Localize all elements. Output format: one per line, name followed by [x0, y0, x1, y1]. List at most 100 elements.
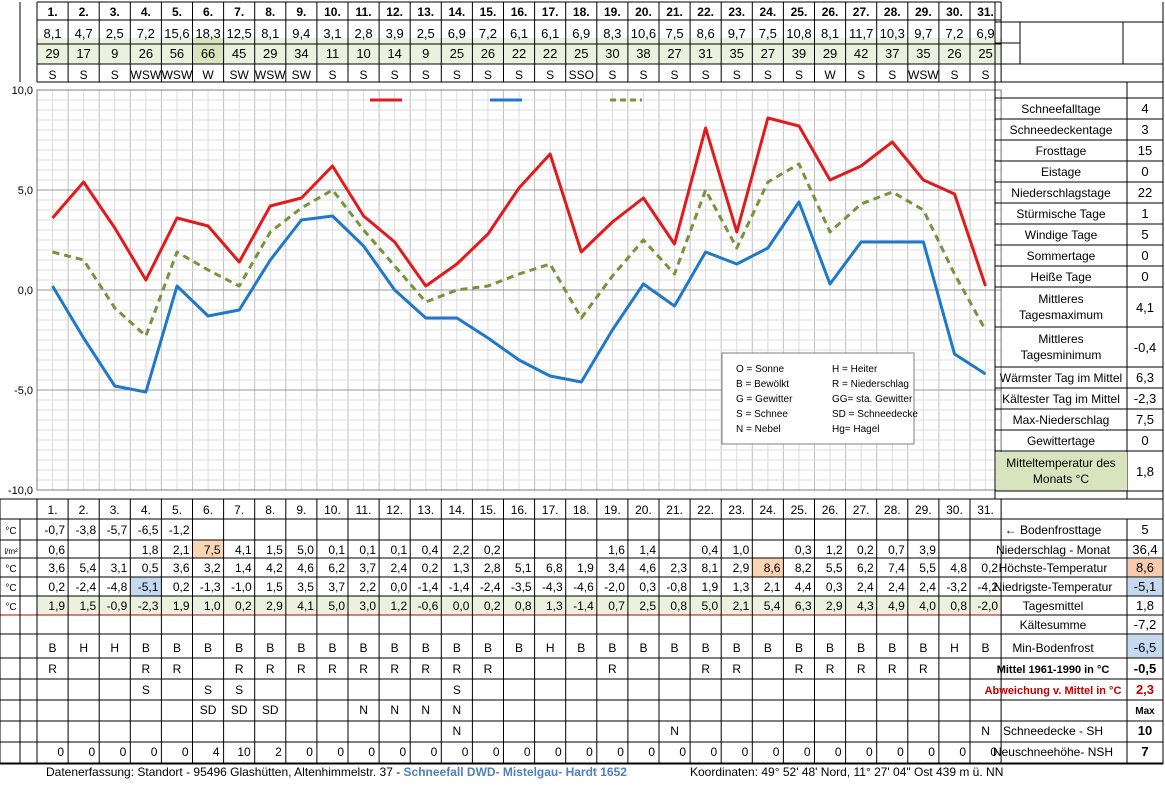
table-cell-hoechste: 7,4: [888, 561, 905, 575]
weather-symbol: B: [577, 641, 585, 655]
wind-day-number: 1.: [48, 5, 58, 19]
summary-value: 2,3: [1136, 682, 1154, 697]
wind-speed-ms: 12,5: [226, 26, 251, 41]
weather-symbol: H: [546, 641, 555, 655]
wind-direction: S: [888, 68, 896, 82]
stats-value: 4,1: [1136, 300, 1154, 315]
table-cell-hoechste: 4,6: [639, 561, 656, 575]
symbol-legend-right: R = Niederschlag: [832, 379, 909, 390]
wind-day-number: 19.: [604, 5, 621, 19]
summary-value: -6,5: [1134, 640, 1156, 655]
wind-speed-kmh: 45: [232, 46, 246, 61]
stats-value: 1: [1141, 206, 1148, 221]
wind-direction: S: [608, 68, 616, 82]
table-cell-niederschlag: 0,1: [359, 543, 376, 557]
table-cell-niedrigste: 3,5: [297, 580, 314, 594]
table-cell-hoechste: 2,8: [484, 561, 501, 575]
stats-value: 5: [1141, 227, 1148, 242]
wind-direction: S: [111, 68, 119, 82]
wind-speed-ms: 2,8: [355, 26, 373, 41]
weather-symbol: R: [235, 662, 244, 676]
table-cell-niederschlag: 0,1: [391, 543, 408, 557]
weather-symbol: B: [826, 641, 834, 655]
wind-direction: SSO: [569, 68, 594, 82]
weather-symbol: N: [670, 724, 679, 738]
y-tick-label: -10,0: [8, 485, 33, 497]
table-cell-hoechste: 3,4: [608, 561, 625, 575]
table-cell-niedrigste: 0,2: [173, 580, 190, 594]
wind-day-number: 13.: [417, 5, 434, 19]
table-day-number: 21.: [666, 503, 683, 517]
table-cell-hoechste: 3,1: [111, 561, 128, 575]
table-cell-niedrigste: -1,4: [418, 580, 439, 594]
summary-value: -5,1: [1134, 579, 1156, 594]
weather-symbol: B: [888, 641, 896, 655]
table-cell-hoechste: 8,6: [764, 561, 781, 575]
wind-speed-ms: 10,3: [880, 26, 905, 41]
table-cell-niedrigste: -4,3: [542, 580, 563, 594]
table-cell-niederschlag: 2,1: [173, 543, 190, 557]
weather-symbol: R: [266, 662, 275, 676]
table-day-number: 24.: [760, 503, 777, 517]
weather-symbol: R: [453, 662, 462, 676]
snow-depth: 0: [120, 745, 127, 759]
table-cell-hoechste: 0,2: [422, 561, 439, 575]
wind-day-number: 27.: [853, 5, 870, 19]
weather-symbol: R: [826, 662, 835, 676]
footer-location: Datenerfassung: Standort - 95496 Glashüt…: [46, 765, 627, 779]
table-cell-niedrigste: -4,8: [107, 580, 128, 594]
wind-direction: S: [484, 68, 492, 82]
table-cell-niedrigste: 2,1: [764, 580, 781, 594]
snow-depth: 0: [742, 745, 749, 759]
snow-depth: 0: [431, 745, 438, 759]
wind-direction: WSW: [255, 68, 286, 82]
wind-speed-ms: 6,1: [541, 26, 559, 41]
weather-symbol: B: [49, 641, 57, 655]
table-cell-niedrigste: 0,2: [48, 580, 65, 594]
table-cell-mittel: 4,3: [857, 599, 874, 613]
summary-label: Min-Bodenfrost: [1012, 641, 1094, 655]
table-cell-hoechste: 8,2: [795, 561, 812, 575]
max-rain-cell-bg: [192, 540, 224, 558]
table-cell-hoechste: 3,6: [48, 561, 65, 575]
table-cell-hoechste: 3,6: [173, 561, 190, 575]
snow-depth: 0: [866, 745, 873, 759]
stats-label: Niederschlagstage: [1011, 186, 1111, 200]
table-cell-mittel: 4,0: [919, 599, 936, 613]
table-cell-hoechste: 2,3: [670, 561, 687, 575]
snow-depth: 0: [493, 745, 500, 759]
stats-value: -2,3: [1134, 391, 1156, 406]
wind-speed-kmh: 30: [605, 46, 619, 61]
weather-symbol: N: [453, 724, 462, 738]
stats-label: Sommertage: [1027, 249, 1096, 263]
wind-day-number: 20.: [635, 5, 652, 19]
wind-speed-ms: 8,3: [603, 26, 621, 41]
weather-symbol: B: [235, 641, 243, 655]
summary-value: 10: [1138, 723, 1152, 738]
stats-label: Gewittertage: [1027, 434, 1095, 448]
weather-symbol: H: [110, 641, 119, 655]
wind-speed-kmh: 25: [978, 46, 992, 61]
stats-label: Frosttage: [1036, 144, 1087, 158]
table-cell-hoechste: 0,2: [981, 561, 998, 575]
stats-label: Heiße Tage: [1030, 270, 1091, 284]
table-cell-niedrigste: 2,4: [857, 580, 874, 594]
weather-symbol: R: [390, 662, 399, 676]
wind-day-number: 22.: [697, 5, 714, 19]
table-cell-niedrigste: 2,4: [888, 580, 905, 594]
table-cell-niedrigste: -3,2: [946, 580, 967, 594]
table-cell-niederschlag: 1,0: [733, 543, 750, 557]
table-cell-niedrigste: 0,3: [826, 580, 843, 594]
stats-value: 0: [1141, 433, 1148, 448]
stats-label: Max-Niederschlag: [1013, 413, 1110, 427]
symbol-legend-right: SD = Schneedecke: [832, 409, 918, 420]
summary-label: Mittel 1961-1990 in °C: [997, 664, 1110, 676]
wind-direction: S: [391, 68, 399, 82]
wind-direction: S: [80, 68, 88, 82]
table-cell-niederschlag: 1,4: [639, 543, 656, 557]
wind-direction: W: [202, 68, 214, 82]
summary-value: 8,6: [1136, 560, 1154, 575]
symbol-legend-left: N = Nebel: [736, 424, 781, 435]
table-day-number: 28.: [884, 503, 901, 517]
